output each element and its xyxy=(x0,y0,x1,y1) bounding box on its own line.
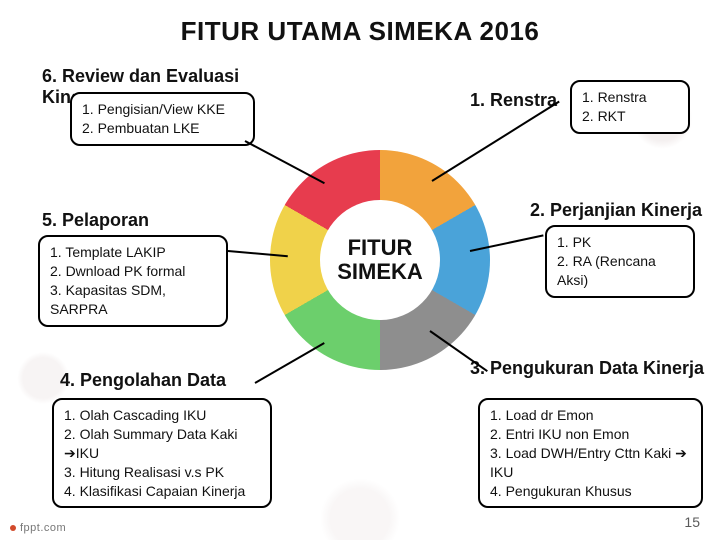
section-3-item-3: 3. Load DWH/Entry Cttn Kaki ➔ IKU xyxy=(490,444,691,482)
section-1-box: 1. Renstra 2. RKT xyxy=(570,80,690,134)
section-4-box: 1. Olah Cascading IKU 2. Olah Summary Da… xyxy=(52,398,272,508)
section-5-item-3: 3. Kapasitas SDM, SARPRA xyxy=(50,281,216,319)
section-6-item-1: 1. Pengisian/View KKE xyxy=(82,100,243,119)
logo-dot-icon xyxy=(10,525,16,531)
page-title: FITUR UTAMA SIMEKA 2016 xyxy=(0,16,720,47)
section-6-box: 1. Pengisian/View KKE 2. Pembuatan LKE xyxy=(70,92,255,146)
section-4-heading: 4. Pengolahan Data xyxy=(60,370,226,391)
section-4-item-2: 2. Olah Summary Data Kaki ➔IKU xyxy=(64,425,260,463)
section-3-item-4: 4. Pengukuran Khusus xyxy=(490,482,691,501)
section-6-item-2: 2. Pembuatan LKE xyxy=(82,119,243,138)
section-4-item-1: 1. Olah Cascading IKU xyxy=(64,406,260,425)
page-number: 15 xyxy=(684,514,700,530)
section-3-heading: 3. Pengukuran Data Kinerja xyxy=(470,358,710,379)
section-5-box: 1. Template LAKIP 2. Dwnload PK formal 3… xyxy=(38,235,228,327)
section-3-item-2: 2. Entri IKU non Emon xyxy=(490,425,691,444)
leader-1 xyxy=(431,101,559,182)
section-5-heading: 5. Pelaporan xyxy=(42,210,149,231)
section-2-item-1: 1. PK xyxy=(557,233,683,252)
section-2-heading: 2. Perjanjian Kinerja xyxy=(530,200,710,221)
donut-center-label: FITUR SIMEKA xyxy=(325,236,435,284)
section-1-item-1: 1. Renstra xyxy=(582,88,678,107)
section-1-item-2: 2. RKT xyxy=(582,107,678,126)
section-5-item-2: 2. Dwnload PK formal xyxy=(50,262,216,281)
section-3-box: 1. Load dr Emon 2. Entri IKU non Emon 3.… xyxy=(478,398,703,508)
footer-logo: fppt.com xyxy=(10,522,66,534)
section-3-item-1: 1. Load dr Emon xyxy=(490,406,691,425)
section-5-item-1: 1. Template LAKIP xyxy=(50,243,216,262)
section-4-item-4: 4. Klasifikasi Capaian Kinerja xyxy=(64,482,260,501)
section-2-item-2: 2. RA (Rencana Aksi) xyxy=(557,252,683,290)
section-2-box: 1. PK 2. RA (Rencana Aksi) xyxy=(545,225,695,298)
section-4-item-3: 3. Hitung Realisasi v.s PK xyxy=(64,463,260,482)
donut-chart: FITUR SIMEKA xyxy=(270,150,490,370)
